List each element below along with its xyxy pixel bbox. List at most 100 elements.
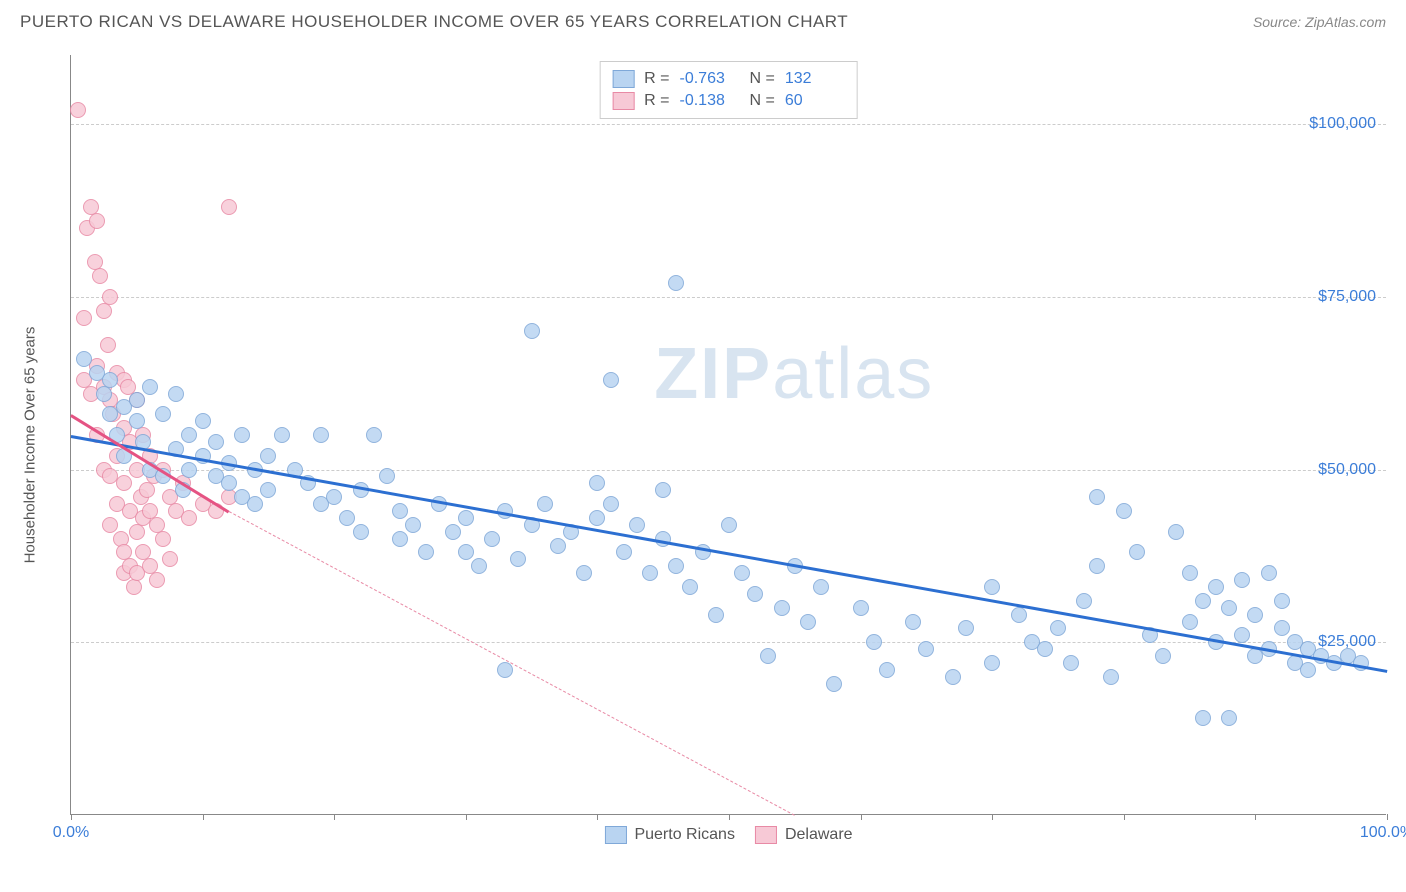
y-tick-label: $50,000 bbox=[1318, 461, 1376, 479]
data-point bbox=[1234, 627, 1250, 643]
data-point bbox=[162, 551, 178, 567]
x-tick bbox=[203, 814, 204, 820]
data-point bbox=[1103, 669, 1119, 685]
x-tick-label: 0.0% bbox=[53, 824, 89, 842]
data-point bbox=[1274, 593, 1290, 609]
watermark: ZIPatlas bbox=[654, 333, 934, 415]
x-tick bbox=[71, 814, 72, 820]
data-point bbox=[576, 565, 592, 581]
chart-title: PUERTO RICAN VS DELAWARE HOUSEHOLDER INC… bbox=[20, 12, 848, 32]
data-point bbox=[392, 503, 408, 519]
data-point bbox=[668, 275, 684, 291]
data-point bbox=[1195, 593, 1211, 609]
data-point bbox=[1247, 607, 1263, 623]
data-point bbox=[445, 524, 461, 540]
r-label: R = bbox=[644, 92, 669, 110]
data-point bbox=[747, 586, 763, 602]
data-point bbox=[100, 337, 116, 353]
data-point bbox=[826, 676, 842, 692]
y-tick-label: $100,000 bbox=[1309, 115, 1376, 133]
data-point bbox=[339, 510, 355, 526]
r-label: R = bbox=[644, 70, 669, 88]
gridline bbox=[71, 124, 1386, 125]
x-tick bbox=[861, 814, 862, 820]
legend-swatch bbox=[755, 826, 777, 844]
data-point bbox=[1037, 641, 1053, 657]
data-point bbox=[1234, 572, 1250, 588]
data-point bbox=[603, 496, 619, 512]
legend-item: Puerto Ricans bbox=[604, 826, 735, 844]
data-point bbox=[405, 517, 421, 533]
data-point bbox=[102, 372, 118, 388]
data-point bbox=[126, 579, 142, 595]
data-point bbox=[1011, 607, 1027, 623]
n-label: N = bbox=[750, 92, 775, 110]
data-point bbox=[116, 475, 132, 491]
data-point bbox=[1274, 620, 1290, 636]
data-point bbox=[181, 510, 197, 526]
data-point bbox=[149, 572, 165, 588]
x-tick-label: 100.0% bbox=[1360, 824, 1406, 842]
data-point bbox=[682, 579, 698, 595]
data-point bbox=[129, 413, 145, 429]
data-point bbox=[458, 544, 474, 560]
data-point bbox=[866, 634, 882, 650]
x-tick bbox=[597, 814, 598, 820]
data-point bbox=[1050, 620, 1066, 636]
data-point bbox=[274, 427, 290, 443]
data-point bbox=[642, 565, 658, 581]
data-point bbox=[1076, 593, 1092, 609]
data-point bbox=[984, 579, 1000, 595]
data-point bbox=[379, 468, 395, 484]
x-tick bbox=[992, 814, 993, 820]
data-point bbox=[96, 386, 112, 402]
x-tick bbox=[334, 814, 335, 820]
data-point bbox=[326, 489, 342, 505]
data-point bbox=[392, 531, 408, 547]
data-point bbox=[1089, 489, 1105, 505]
data-point bbox=[168, 386, 184, 402]
x-tick bbox=[1124, 814, 1125, 820]
data-point bbox=[668, 558, 684, 574]
data-point bbox=[76, 351, 92, 367]
data-point bbox=[234, 427, 250, 443]
gridline bbox=[71, 297, 1386, 298]
data-point bbox=[589, 475, 605, 491]
data-point bbox=[853, 600, 869, 616]
trend-line bbox=[71, 435, 1387, 672]
data-point bbox=[945, 669, 961, 685]
r-value: -0.138 bbox=[680, 92, 740, 110]
gridline bbox=[71, 642, 1386, 643]
stats-row: R = -0.138 N = 60 bbox=[612, 90, 845, 112]
data-point bbox=[260, 482, 276, 498]
data-point bbox=[1129, 544, 1145, 560]
series-legend: Puerto RicansDelaware bbox=[604, 826, 852, 844]
data-point bbox=[181, 427, 197, 443]
n-value: 60 bbox=[785, 92, 845, 110]
plot-area: ZIPatlas R =-0.763N =132R =-0.138N =60 P… bbox=[70, 55, 1386, 815]
data-point bbox=[510, 551, 526, 567]
data-point bbox=[708, 607, 724, 623]
x-tick bbox=[729, 814, 730, 820]
data-point bbox=[458, 510, 474, 526]
data-point bbox=[102, 289, 118, 305]
data-point bbox=[1221, 710, 1237, 726]
data-point bbox=[155, 406, 171, 422]
n-value: 132 bbox=[785, 70, 845, 88]
legend-swatch bbox=[604, 826, 626, 844]
data-point bbox=[1116, 503, 1132, 519]
data-point bbox=[497, 662, 513, 678]
data-point bbox=[353, 524, 369, 540]
data-point bbox=[1155, 648, 1171, 664]
data-point bbox=[589, 510, 605, 526]
data-point bbox=[524, 323, 540, 339]
data-point bbox=[247, 496, 263, 512]
data-point bbox=[905, 614, 921, 630]
data-point bbox=[139, 482, 155, 498]
data-point bbox=[616, 544, 632, 560]
data-point bbox=[221, 199, 237, 215]
data-point bbox=[918, 641, 934, 657]
data-point bbox=[260, 448, 276, 464]
chart-header: PUERTO RICAN VS DELAWARE HOUSEHOLDER INC… bbox=[0, 0, 1406, 40]
data-point bbox=[484, 531, 500, 547]
